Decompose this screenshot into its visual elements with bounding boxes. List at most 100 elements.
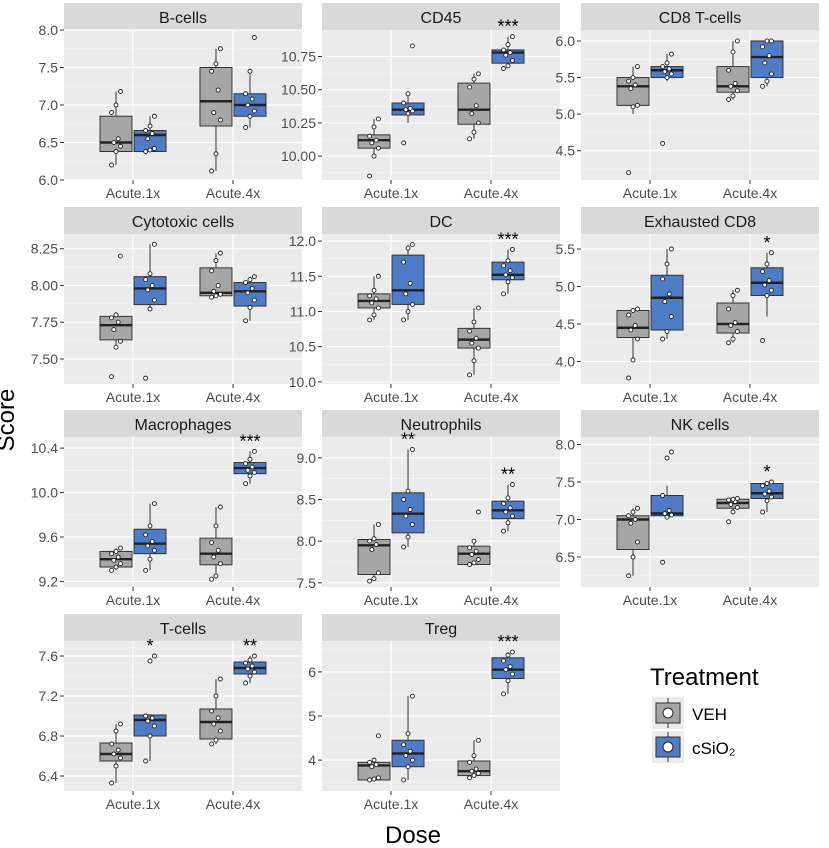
data-point	[760, 338, 766, 343]
data-point	[668, 314, 674, 319]
data-point	[147, 271, 153, 277]
y-tick-label: 5.5	[556, 241, 576, 257]
data-point	[768, 38, 774, 44]
data-point	[409, 447, 415, 452]
data-point	[503, 509, 509, 515]
data-point	[151, 113, 157, 119]
data-point	[467, 328, 473, 334]
box-iqr	[99, 115, 133, 152]
significance-label: **	[501, 465, 515, 485]
data-point	[117, 89, 123, 94]
data-point	[471, 753, 477, 759]
data-point	[501, 501, 507, 507]
data-point	[507, 50, 513, 56]
data-point	[734, 38, 740, 44]
data-point	[509, 275, 515, 281]
x-axis-title: Dose	[385, 822, 441, 848]
data-point	[730, 49, 736, 55]
data-point	[401, 742, 407, 748]
data-point	[369, 300, 375, 306]
data-point	[726, 306, 732, 312]
facet-title: Exhausted CD8	[644, 214, 756, 231]
data-point	[143, 758, 149, 764]
data-point	[734, 496, 740, 501]
x-tick-label: Acute.1x	[364, 796, 418, 812]
y-tick-label: 10.50	[281, 82, 316, 98]
box-iqr	[616, 77, 650, 106]
data-point	[367, 777, 373, 783]
data-point	[630, 104, 636, 110]
facet-b-cells: B-cells 6.0 6.5 7.0 7.5 8.0 Acute.1x Acute.4x	[39, 3, 302, 201]
facet-treg: Treg 4 5 6 Acute.1x Acute.4x ***	[308, 614, 560, 812]
data-point	[213, 293, 219, 299]
data-point	[243, 481, 249, 487]
data-point	[409, 757, 415, 763]
box-veh-acute-1x	[357, 116, 391, 179]
data-point	[660, 140, 666, 146]
data-point	[762, 60, 768, 66]
data-point	[375, 116, 381, 122]
data-point	[217, 291, 223, 297]
data-point	[760, 269, 766, 274]
y-axis-title: Score	[0, 389, 20, 452]
data-point	[726, 519, 732, 525]
facet-strip	[581, 410, 819, 437]
data-point	[632, 82, 638, 88]
data-point	[409, 301, 415, 307]
data-point	[405, 488, 411, 494]
x-tick-label: Acute.4x	[206, 389, 260, 405]
y-tick-label: 6.5	[39, 135, 59, 151]
significance-label: *	[763, 233, 770, 253]
data-point	[509, 34, 515, 40]
data-point	[634, 336, 640, 342]
data-point	[113, 548, 119, 554]
box-iqr	[650, 274, 684, 331]
data-point	[626, 170, 632, 176]
data-point	[367, 578, 373, 584]
data-point	[213, 573, 219, 579]
y-tick-label: 4	[308, 752, 316, 768]
x-tick-label: Acute.4x	[206, 185, 260, 201]
facet-cd45: CD45 10.00 10.25 10.50 10.75 Acute.1x Acute.4x…	[281, 3, 560, 201]
data-point	[666, 291, 672, 297]
data-point	[634, 539, 640, 545]
significance-label: *	[147, 636, 154, 656]
data-point	[211, 554, 217, 560]
data-point	[630, 308, 636, 313]
data-point	[764, 38, 770, 44]
box-veh-acute-1x	[357, 522, 391, 584]
box-veh-acute-1x	[99, 253, 133, 380]
data-point	[251, 470, 257, 476]
data-point	[217, 676, 223, 682]
data-point	[626, 513, 632, 519]
facet-title: Cytotoxic cells	[132, 214, 234, 231]
data-point	[630, 554, 636, 560]
box-veh-acute-4x	[199, 250, 233, 300]
facet-dc: DC 10.0 10.5 11.0 11.5 12.0 Acute.1x Acute.4x **…	[289, 207, 560, 405]
data-point	[501, 66, 507, 71]
data-point	[509, 482, 515, 487]
y-tick-label: 9.6	[39, 529, 59, 545]
legend-key-point	[662, 707, 674, 719]
data-point	[728, 502, 734, 507]
x-tick-label: Acute.1x	[623, 185, 677, 201]
data-point	[401, 317, 407, 323]
x-tick-label: Acute.4x	[464, 185, 518, 201]
data-point	[668, 71, 674, 77]
facet-strip	[64, 614, 302, 641]
data-point	[730, 509, 736, 515]
data-point	[471, 773, 477, 779]
data-point	[215, 715, 221, 721]
data-point	[149, 131, 155, 136]
data-point	[251, 274, 257, 280]
data-point	[109, 780, 115, 786]
data-point	[109, 315, 115, 321]
data-point	[668, 449, 674, 455]
data-point	[668, 246, 674, 252]
data-point	[409, 43, 415, 49]
data-point	[209, 576, 215, 582]
data-point	[375, 522, 381, 527]
data-point	[211, 110, 217, 115]
data-point	[475, 557, 481, 562]
data-point	[213, 258, 219, 263]
